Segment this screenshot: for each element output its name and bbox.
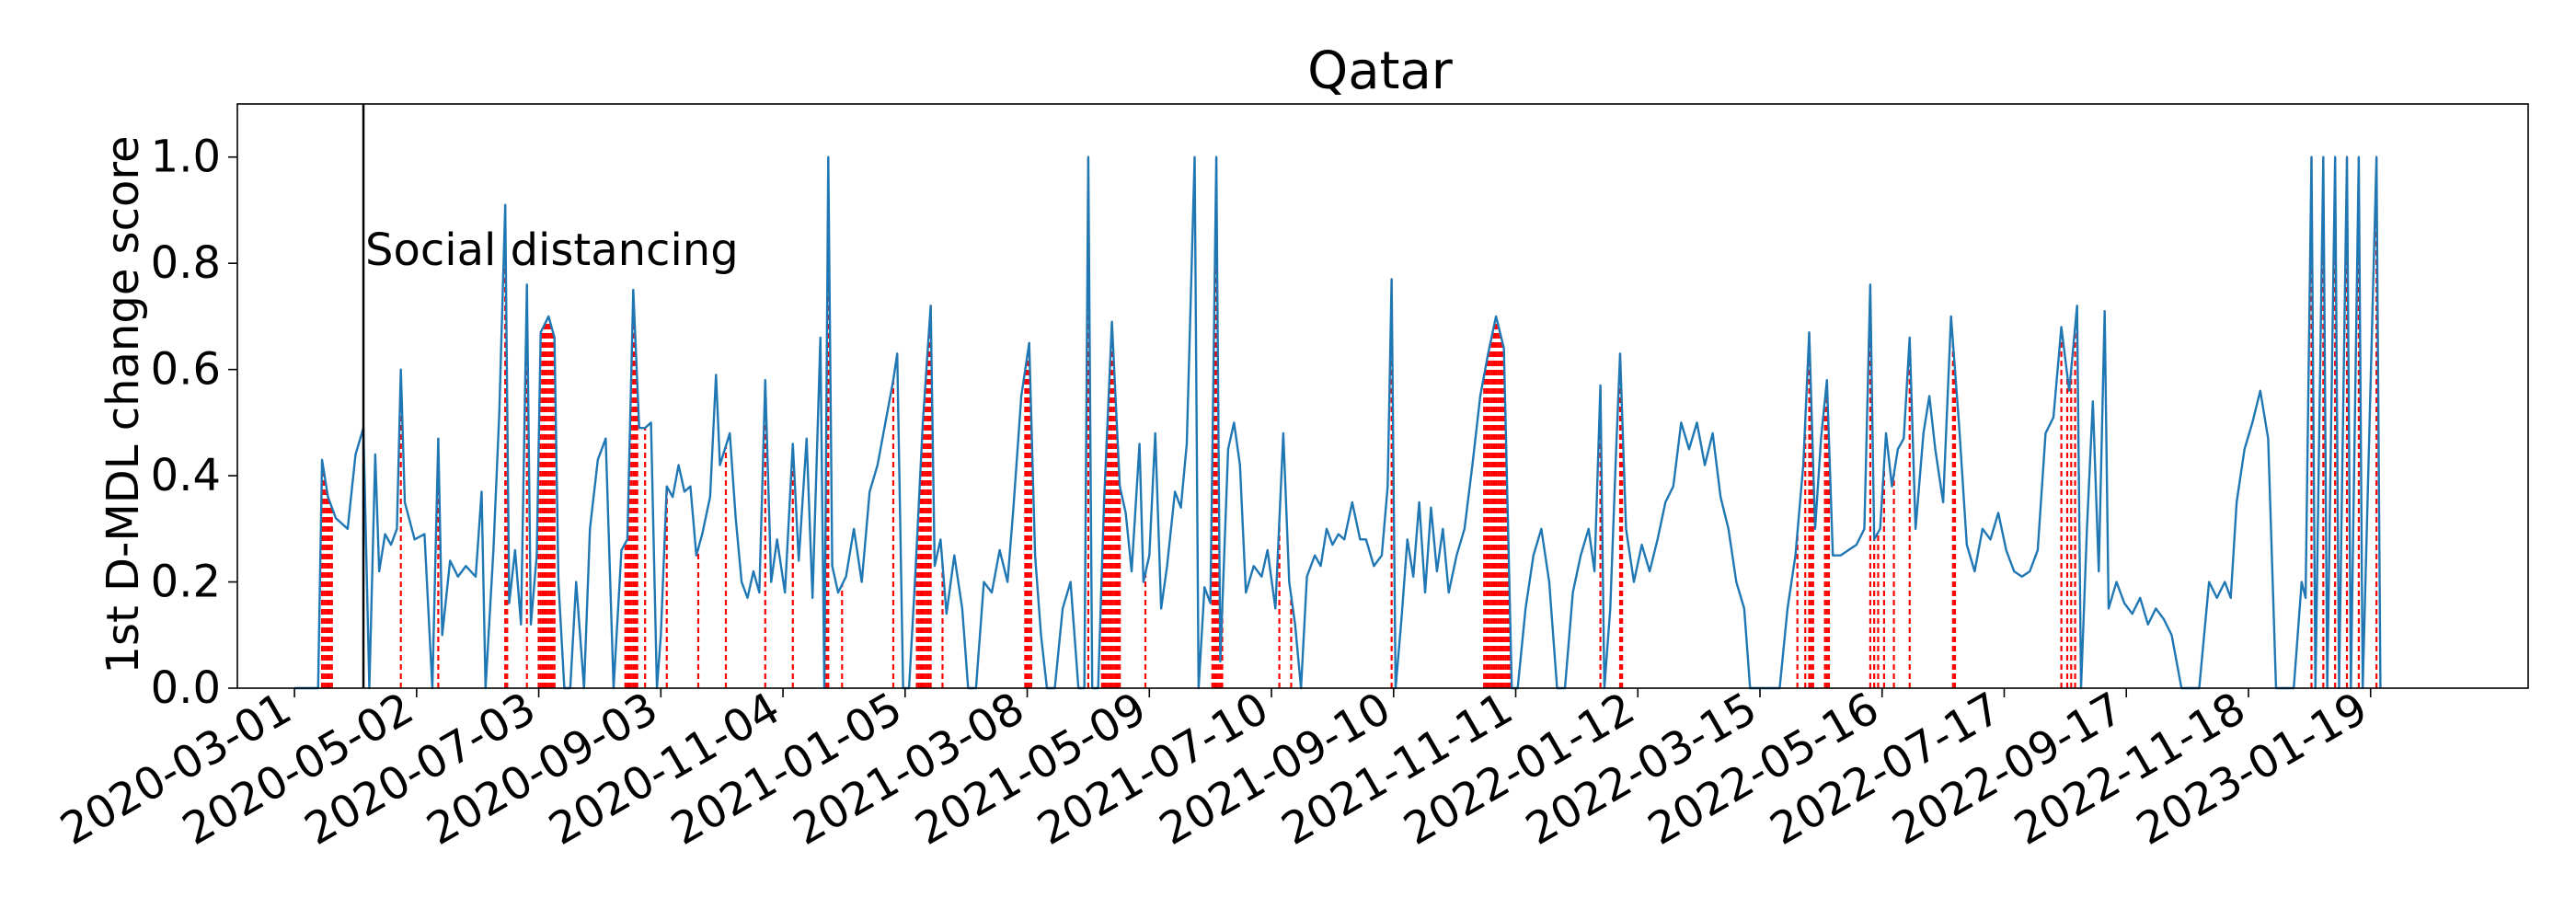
plot-frame xyxy=(236,103,2529,689)
chart-title: Qatar xyxy=(1307,41,1454,101)
series-line-0 xyxy=(294,155,2382,690)
plot-area: Social distancing0.00.20.40.60.81.02020-… xyxy=(52,103,2529,856)
y-tick-label-3: 0.6 xyxy=(151,344,221,396)
event-label: Social distancing xyxy=(365,224,739,276)
y-tick-label-2: 0.4 xyxy=(151,450,221,501)
y-tick-label-0: 0.0 xyxy=(151,662,221,714)
y-axis-label: 1st D-MDL change score xyxy=(98,135,149,673)
y-tick-label-4: 0.8 xyxy=(151,237,221,289)
y-tick-label-1: 0.2 xyxy=(151,557,221,608)
y-tick-label-5: 1.0 xyxy=(151,132,221,183)
